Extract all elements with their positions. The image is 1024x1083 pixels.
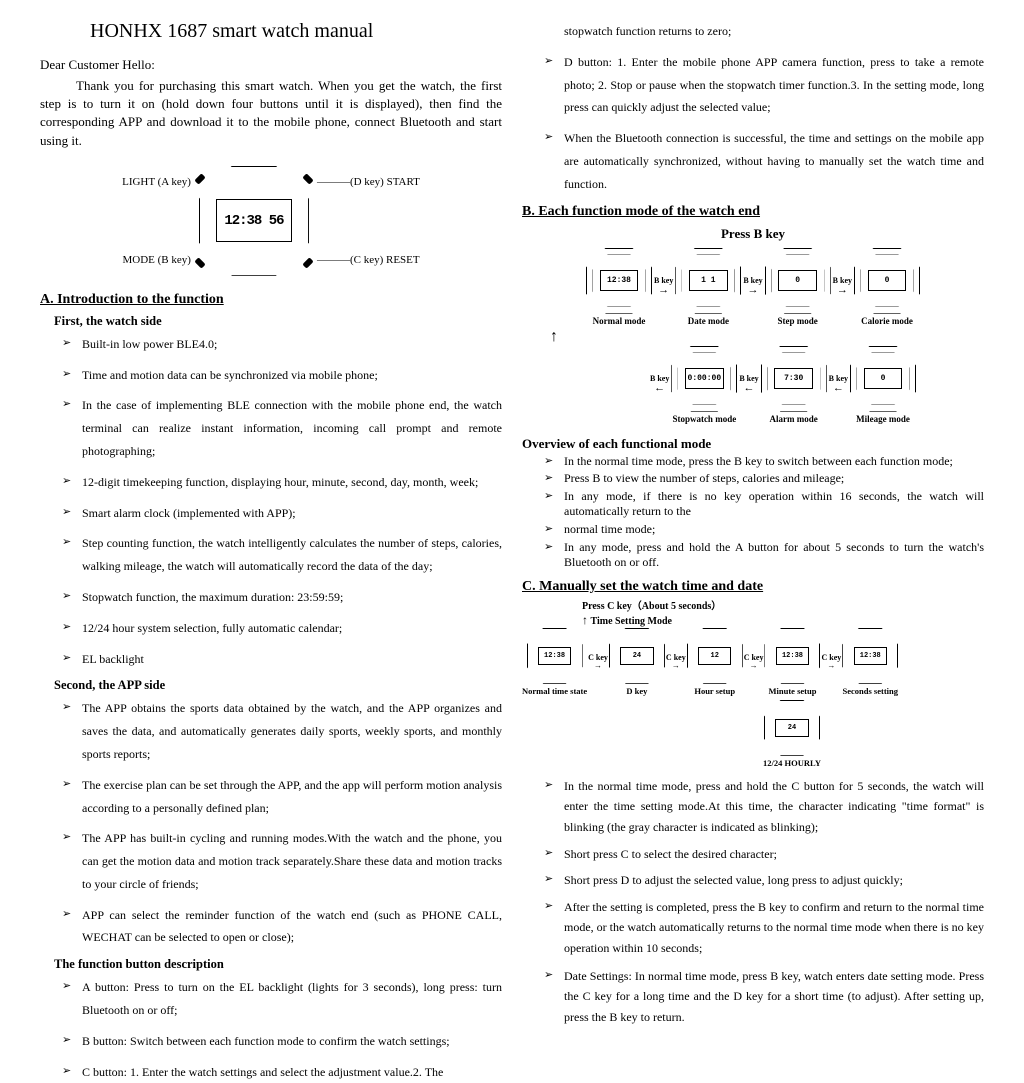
mini-watch-mileage: 0 Mileage mode (850, 346, 916, 424)
arrow-b: B key→ (833, 277, 852, 296)
mini-watch-calorie: 0 Calorie mode (854, 248, 920, 326)
mini-watch-alarm: 7:30 Alarm mode (761, 346, 827, 424)
list-item: Press B to view the number of steps, cal… (550, 471, 984, 487)
list-item: In the normal time mode, press and hold … (550, 776, 984, 837)
mode-row-1: 12:38 Normal mode B key→ 1 1 Date mode B… (586, 248, 920, 326)
right-column: stopwatch function returns to zero; D bu… (512, 20, 994, 1004)
right-top-continuation: stopwatch function returns to zero; D bu… (522, 20, 984, 196)
list-item: B button: Switch between each function m… (68, 1030, 502, 1053)
list-item: In any mode, press and hold the A button… (550, 540, 984, 571)
arrow-b: B key← (739, 375, 758, 394)
knob-bottom-left (194, 257, 205, 268)
arrow-b: B key← (829, 375, 848, 394)
list-item: Time and motion data can be synchronized… (68, 364, 502, 387)
list-item: Smart alarm clock (implemented with APP)… (68, 502, 502, 525)
tiny-watch-seconds: 12:38 Seconds setting (842, 628, 898, 696)
label-b-key: MODE (B key) (123, 254, 191, 266)
list-item: A button: Press to turn on the EL backli… (68, 976, 502, 1022)
sub-first-watch-side: First, the watch side (54, 314, 502, 329)
list-item: Step counting function, the watch intell… (68, 532, 502, 578)
label-c-key: ———(C key) RESET (317, 254, 420, 266)
watch-labels-left: LIGHT (A key) MODE (B key) (122, 176, 191, 266)
time-setting-diagram: Press C key（About 5 seconds） ↑ Time Sett… (522, 601, 984, 768)
list-item: Short press D to adjust the selected val… (550, 871, 984, 889)
watch-diagram: LIGHT (A key) MODE (B key) 12:38 56 ———(… (40, 166, 502, 276)
list-item: In the normal time mode, press the B key… (550, 454, 984, 470)
watch-body: 12:38 56 (199, 166, 309, 276)
mini-watch-step: 0 Step mode (765, 248, 831, 326)
press-c-label: Press C key（About 5 seconds） ↑ Time Sett… (582, 601, 984, 628)
label-d-key: ———(D key) START (317, 176, 420, 188)
list-item: Date Settings: In normal time mode, pres… (550, 966, 984, 1027)
list-item: 12/24 hour system selection, fully autom… (68, 617, 502, 640)
sub-second-app-side: Second, the APP side (54, 678, 502, 693)
list-item: C button: 1. Enter the watch settings an… (68, 1061, 502, 1083)
greeting: Dear Customer Hello: (40, 57, 502, 73)
list-item: After the setting is completed, press th… (550, 897, 984, 958)
knob-bottom-right (302, 257, 313, 268)
return-arrow-icon: ↑ (550, 328, 558, 346)
list-item: D button: 1. Enter the mobile phone APP … (550, 51, 984, 119)
extra-watch-wrap: 24 12/24 HOURLY (600, 700, 984, 768)
tiny-watch-hour: 12 Hour setup (687, 628, 743, 696)
mini-watch-stopwatch: 0:00:00 Stopwatch mode (671, 346, 737, 424)
arrow-c: C key→ (666, 654, 686, 670)
tiny-watch-1224: 24 12/24 HOURLY (600, 700, 984, 768)
list-item: Stopwatch function, the maximum duration… (68, 586, 502, 609)
sub-button-desc: The function button description (54, 957, 502, 972)
knob-top-right (302, 173, 313, 184)
list-item: 12-digit timekeeping function, displayin… (68, 471, 502, 494)
watch-side-list: Built-in low power BLE4.0; Time and moti… (40, 333, 502, 671)
knob-top-left (194, 173, 205, 184)
arrow-c: C key→ (821, 654, 841, 670)
app-side-list: The APP obtains the sports data obtained… (40, 697, 502, 949)
arrow-b: B key→ (743, 277, 762, 296)
mini-watch-date: 1 1 Date mode (675, 248, 741, 326)
mode-diagram: 12:38 Normal mode B key→ 1 1 Date mode B… (522, 248, 984, 426)
press-b-title: Press B key (522, 226, 984, 242)
watch-octagon: 12:38 56 (199, 166, 309, 276)
cont-line: stopwatch function returns to zero; (522, 20, 984, 43)
overview-heading: Overview of each functional mode (522, 436, 984, 452)
intro-paragraph: Thank you for purchasing this smart watc… (40, 77, 502, 150)
list-item: The exercise plan can be set through the… (68, 774, 502, 820)
list-item: EL backlight (68, 648, 502, 671)
overview-list: In the normal time mode, press the B key… (522, 454, 984, 571)
time-row: 12:38 Normal time state C key→ 24 D key … (522, 628, 984, 696)
list-item: In any mode, if there is no key operatio… (550, 489, 984, 520)
list-item: Short press C to select the desired char… (550, 845, 984, 863)
tiny-watch-minute: 12:38 Minute setup (764, 628, 820, 696)
watch-labels-right: ———(D key) START ———(C key) RESET (317, 176, 420, 266)
list-item: normal time mode; (550, 522, 984, 538)
manual-title: HONHX 1687 smart watch manual (90, 20, 502, 43)
mini-watch-normal: 12:38 Normal mode (586, 248, 652, 326)
list-item: APP can select the reminder function of … (68, 904, 502, 950)
arrow-c: C key→ (744, 654, 764, 670)
list-item: When the Bluetooth connection is success… (550, 127, 984, 195)
tiny-watch-dkey: 24 D key (609, 628, 665, 696)
section-a-heading: A. Introduction to the function (40, 292, 502, 308)
tiny-watch-normal: 12:38 Normal time state (522, 628, 587, 696)
button-desc-list: A button: Press to turn on the EL backli… (40, 976, 502, 1083)
section-b-heading: B. Each function mode of the watch end (522, 204, 984, 220)
list-item: In the case of implementing BLE connecti… (68, 394, 502, 462)
arrow-b: B key← (650, 375, 669, 394)
right-top-list: D button: 1. Enter the mobile phone APP … (522, 51, 984, 196)
section-c-heading: C. Manually set the watch time and date (522, 579, 984, 595)
arrow-b: B key→ (654, 277, 673, 296)
section-c-list: In the normal time mode, press and hold … (522, 776, 984, 1028)
arrow-c: C key→ (588, 654, 608, 670)
mode-row-2: B key← 0:00:00 Stopwatch mode B key← 7:3… (650, 346, 916, 424)
list-item: The APP has built-in cycling and running… (68, 827, 502, 895)
watch-face: 12:38 56 (216, 199, 292, 242)
list-item: The APP obtains the sports data obtained… (68, 697, 502, 765)
list-item: Built-in low power BLE4.0; (68, 333, 502, 356)
left-column: HONHX 1687 smart watch manual Dear Custo… (30, 20, 512, 1004)
label-a-key: LIGHT (A key) (122, 176, 191, 188)
